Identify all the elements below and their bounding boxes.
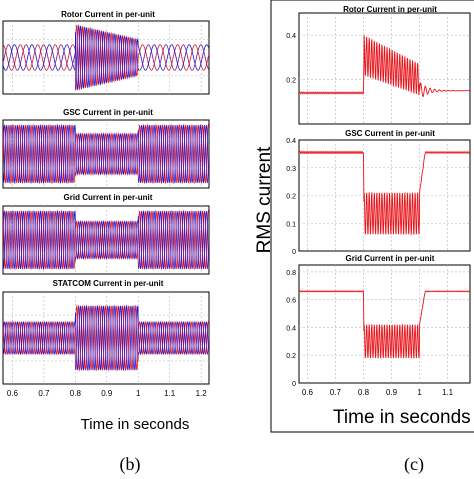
x-tick-label: 0.7: [330, 388, 342, 397]
chart-title: Grid Current in per-unit: [346, 254, 435, 263]
x-tick-label: 0.7: [38, 389, 50, 398]
x-tick-label: 0.8: [70, 389, 82, 398]
chart-c-gsc: GSC Current in per-unit 0 0.1 0.2 0.3 0.4: [286, 129, 471, 256]
chart-c-grid: Grid Current in per-unit 0 0.2 0.4 0.6 0.8 0.…: [286, 254, 471, 397]
y-tick-label: 0.6: [286, 298, 296, 305]
panel-c-frame: [270, 0, 474, 433]
panel-b: Rotor Current in per-unit GSC Current in…: [2, 10, 210, 475]
chart-title: GSC Current in per-unit: [63, 108, 153, 117]
panel-c: Rotor Current in per-unit 0.2 0.4 GSC Cur…: [254, 0, 474, 475]
series-line-phase-0: [3, 123, 209, 185]
y-tick-label: 0.2: [286, 194, 296, 201]
series-line-phase-1: [3, 123, 209, 185]
x-axis-label-b: Time in seconds: [81, 416, 190, 433]
panel-label-b: (b): [120, 454, 141, 474]
series-line-phase-2: [3, 304, 209, 372]
series-line-phase-2: [3, 209, 209, 271]
plot-area: [298, 264, 471, 384]
x-tick-label: 0.6: [7, 389, 19, 398]
y-tick-label: 0.4: [286, 33, 296, 40]
chart-b-gsc: GSC Current in per-unit: [2, 108, 210, 189]
x-tick-label: 0.6: [302, 388, 314, 397]
x-axis-label-c: Time in seconds: [333, 407, 471, 428]
series-line-phase-2: [3, 123, 209, 185]
chart-title: Rotor Current in per-unit: [61, 10, 155, 19]
y-axis-label-c: RMS current: [254, 146, 275, 253]
series-line-phase-1: [3, 304, 209, 372]
y-tick-label: 0.4: [286, 325, 296, 332]
series-line-rms: [299, 150, 470, 236]
y-tick-label: 0.2: [286, 353, 296, 360]
plot-area: [298, 12, 471, 125]
x-tick-label: 0.9: [101, 389, 113, 398]
chart-b-grid: Grid Current in per-unit: [2, 193, 210, 275]
chart-title: GSC Current in per-unit: [345, 129, 435, 138]
panel-label-c: (c): [404, 454, 424, 474]
x-tick-label: 0.8: [358, 388, 370, 397]
series-line-phase-0: [3, 304, 209, 372]
y-tick-label: 0.4: [286, 138, 296, 145]
chart-title: Grid Current in per-unit: [64, 193, 153, 202]
y-tick-label: 0.3: [286, 166, 296, 173]
series-line-phase-1: [3, 25, 209, 90]
y-tick-label: 0: [292, 249, 296, 256]
chart-b-rotor: Rotor Current in per-unit: [2, 10, 210, 95]
chart-c-rotor: Rotor Current in per-unit 0.2 0.4: [286, 5, 471, 125]
y-tick-label: 0.8: [286, 270, 296, 277]
chart-b-statcom: STATCOM Current in per-unit 0.6 0.7 0.8 0.9…: [2, 279, 210, 398]
x-tick-label: 1: [417, 388, 422, 397]
x-tick-label: 1.1: [442, 388, 454, 397]
series-line-rms: [299, 289, 470, 360]
x-tick-label: 1.2: [196, 389, 208, 398]
x-tick-label: 1: [136, 389, 141, 398]
series-line-phase-0: [3, 209, 209, 271]
y-tick-label: 0: [292, 381, 296, 388]
series-line-phase-1: [3, 209, 209, 271]
y-tick-label: 0.1: [286, 221, 296, 228]
series-line-rms: [299, 35, 470, 98]
x-tick-label: 1.1: [164, 389, 176, 398]
chart-title: STATCOM Current in per-unit: [53, 279, 164, 288]
x-tick-label: 0.9: [386, 388, 398, 397]
y-tick-label: 0.2: [286, 78, 296, 85]
series-line-phase-2: [3, 24, 209, 91]
chart-title: Rotor Current in per-unit: [343, 5, 437, 14]
